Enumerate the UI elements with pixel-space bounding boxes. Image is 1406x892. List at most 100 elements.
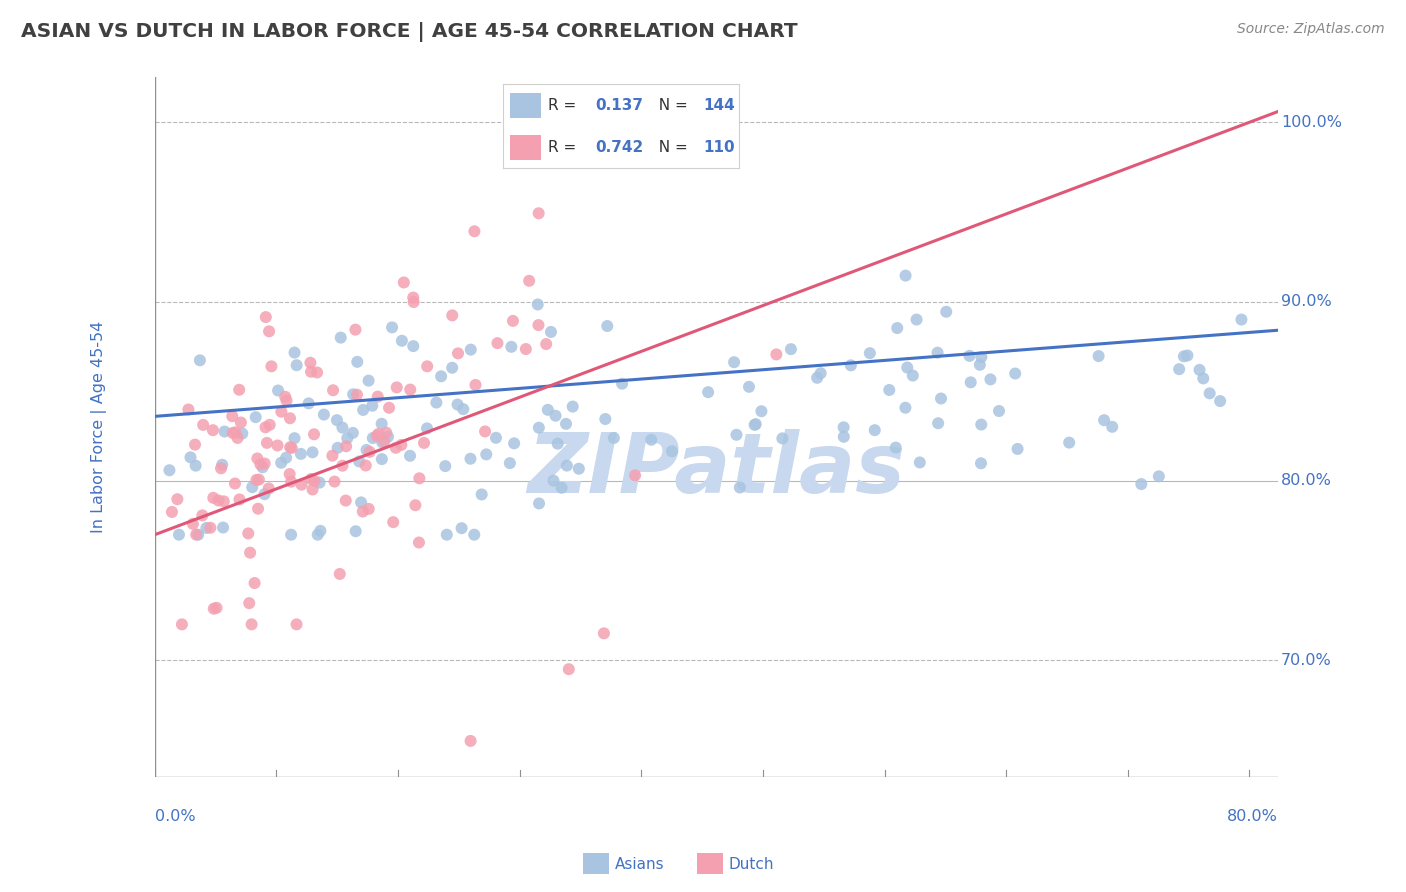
- Point: [342, 387, 364, 401]
- Point: [389, 438, 412, 452]
- Text: 80.0%: 80.0%: [1281, 474, 1331, 489]
- Point: [404, 498, 426, 512]
- Point: [307, 527, 329, 541]
- Point: [228, 492, 250, 507]
- Point: [195, 521, 218, 535]
- Point: [367, 427, 389, 442]
- Point: [463, 224, 485, 238]
- Point: [543, 474, 565, 488]
- Text: 0.0%: 0.0%: [155, 809, 195, 824]
- Point: [329, 566, 352, 581]
- Point: [901, 368, 924, 383]
- Text: 90.0%: 90.0%: [1281, 294, 1331, 310]
- Point: [350, 495, 373, 509]
- Point: [356, 442, 378, 457]
- Point: [595, 412, 617, 426]
- Point: [249, 458, 271, 472]
- Point: [212, 494, 235, 508]
- Point: [335, 439, 357, 453]
- Point: [550, 481, 572, 495]
- Point: [486, 336, 509, 351]
- Point: [929, 392, 952, 406]
- Point: [326, 441, 349, 455]
- Point: [515, 342, 537, 356]
- Point: [361, 431, 384, 445]
- Point: [373, 434, 395, 449]
- Point: [434, 459, 457, 474]
- Point: [321, 449, 343, 463]
- Point: [200, 521, 222, 535]
- Point: [527, 206, 550, 220]
- Point: [257, 482, 280, 496]
- Point: [301, 445, 323, 459]
- Point: [894, 401, 917, 415]
- Point: [184, 458, 207, 473]
- Point: [336, 431, 359, 445]
- Point: [207, 493, 229, 508]
- Point: [205, 600, 228, 615]
- Point: [460, 734, 482, 748]
- Point: [402, 291, 425, 305]
- Point: [357, 374, 380, 388]
- Point: [346, 355, 368, 369]
- Point: [810, 366, 832, 380]
- Point: [377, 430, 399, 444]
- Point: [988, 404, 1011, 418]
- Point: [323, 475, 346, 489]
- Point: [1173, 349, 1195, 363]
- Point: [285, 358, 308, 372]
- Point: [270, 456, 292, 470]
- Point: [187, 527, 209, 541]
- Point: [221, 409, 243, 424]
- Point: [280, 527, 302, 541]
- Point: [661, 444, 683, 458]
- Point: [399, 449, 422, 463]
- Point: [416, 359, 439, 374]
- Point: [308, 475, 330, 490]
- Point: [160, 505, 183, 519]
- Point: [298, 396, 321, 410]
- Point: [402, 295, 425, 310]
- Point: [537, 402, 560, 417]
- Point: [1177, 349, 1199, 363]
- Point: [240, 480, 263, 494]
- Point: [357, 502, 380, 516]
- Point: [927, 345, 949, 359]
- Point: [527, 496, 550, 510]
- Point: [544, 409, 567, 423]
- Text: Dutch: Dutch: [728, 857, 773, 872]
- Point: [447, 346, 470, 360]
- Point: [245, 473, 267, 487]
- Point: [471, 487, 494, 501]
- Point: [347, 454, 370, 468]
- Point: [184, 437, 207, 451]
- Point: [770, 431, 793, 445]
- Point: [352, 504, 374, 518]
- Point: [555, 458, 578, 473]
- Point: [214, 425, 236, 439]
- Point: [624, 468, 647, 483]
- Point: [170, 617, 193, 632]
- Point: [375, 425, 398, 440]
- Point: [378, 401, 401, 415]
- Point: [935, 305, 957, 319]
- Point: [344, 524, 367, 539]
- Point: [474, 425, 496, 439]
- Point: [1087, 349, 1109, 363]
- Point: [335, 493, 357, 508]
- Point: [555, 417, 578, 431]
- Point: [765, 347, 787, 361]
- Point: [299, 356, 322, 370]
- Point: [527, 421, 550, 435]
- Point: [558, 662, 581, 676]
- Point: [290, 447, 312, 461]
- Point: [441, 360, 464, 375]
- Point: [290, 477, 312, 491]
- Point: [226, 431, 249, 445]
- Point: [728, 481, 751, 495]
- Point: [385, 380, 408, 394]
- Point: [278, 411, 301, 425]
- Point: [884, 441, 907, 455]
- Point: [806, 371, 828, 385]
- Point: [259, 417, 281, 432]
